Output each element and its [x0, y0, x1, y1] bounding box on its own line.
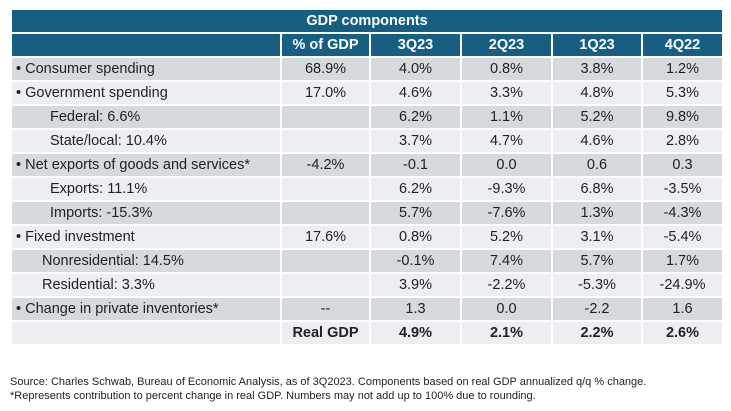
value-cell: 0.3	[640, 152, 725, 178]
value-cell: 5.7%	[369, 200, 462, 226]
share-of-gdp-cell: --	[280, 296, 371, 322]
row-label: • Fixed investment	[10, 224, 282, 250]
value-cell: 3.9%	[369, 272, 462, 298]
value-cell: 3.7%	[369, 128, 462, 154]
value-cell: 1.1%	[460, 104, 553, 130]
table-row: • Change in private inventories* -- 1.3 0.0…	[10, 296, 725, 322]
share-of-gdp-cell	[280, 272, 371, 298]
value-cell: 3.1%	[551, 224, 643, 250]
share-of-gdp-cell: 68.9%	[280, 56, 371, 82]
value-cell: -24.9%	[640, 272, 725, 298]
value-cell: 1.7%	[640, 248, 725, 274]
share-of-gdp-cell	[280, 176, 371, 202]
row-label	[10, 320, 282, 346]
column-header: % of GDP	[280, 32, 371, 58]
value-cell: 0.6	[551, 152, 643, 178]
share-of-gdp-cell: 17.6%	[280, 224, 371, 250]
value-cell: 1.3%	[551, 200, 643, 226]
gdp-components-table: GDP components % of GDP 3Q23 2Q23 1Q23 4…	[9, 8, 725, 346]
value-cell: 3.8%	[551, 56, 643, 82]
value-cell: -5.3%	[551, 272, 643, 298]
row-label: Exports: 11.1%	[10, 176, 282, 202]
column-header-row: % of GDP 3Q23 2Q23 1Q23 4Q22	[10, 32, 725, 58]
row-label: Nonresidential: 14.5%	[10, 248, 282, 274]
value-cell: 1.6	[640, 296, 725, 322]
table-row: • Fixed investment 17.6% 0.8% 5.2% 3.1% -5.4%	[10, 224, 725, 250]
row-label: Federal: 6.6%	[10, 104, 282, 130]
value-cell: 1.3	[369, 296, 462, 322]
value-cell: -5.4%	[640, 224, 725, 250]
value-cell: -3.5%	[640, 176, 725, 202]
value-cell: 0.8%	[369, 224, 462, 250]
share-of-gdp-cell: -4.2%	[280, 152, 371, 178]
share-of-gdp-cell	[280, 200, 371, 226]
row-label: • Change in private inventories*	[10, 296, 282, 322]
column-header: 3Q23	[369, 32, 462, 58]
value-cell: 2.1%	[460, 320, 553, 346]
value-cell: 2.6%	[640, 320, 725, 346]
value-cell: 4.0%	[369, 56, 462, 82]
share-of-gdp-cell	[280, 248, 371, 274]
value-cell: 4.9%	[369, 320, 462, 346]
table-row: • Net exports of goods and services* -4.2…	[10, 152, 725, 178]
value-cell: 5.2%	[460, 224, 553, 250]
share-of-gdp-cell	[280, 128, 371, 154]
value-cell: -2.2%	[460, 272, 553, 298]
column-header: 4Q22	[640, 32, 725, 58]
asterisk-note: *Represents contribution to percent chan…	[10, 390, 536, 402]
source-note: Source: Charles Schwab, Bureau of Econom…	[10, 376, 647, 388]
table-title: GDP components	[9, 8, 725, 34]
value-cell: 0.0	[460, 296, 553, 322]
value-cell: -2.2	[551, 296, 643, 322]
share-of-gdp-cell: Real GDP	[280, 320, 371, 346]
table-row: • Government spending 17.0% 4.6% 3.3% 4.8% 5.…	[10, 80, 725, 106]
value-cell: 5.3%	[640, 80, 725, 106]
column-header: 1Q23	[551, 32, 643, 58]
value-cell: 4.8%	[551, 80, 643, 106]
row-label: • Government spending	[10, 80, 282, 106]
value-cell: -0.1	[369, 152, 462, 178]
value-cell: 4.7%	[460, 128, 553, 154]
row-label: Imports: -15.3%	[10, 200, 282, 226]
value-cell: -7.6%	[460, 200, 553, 226]
value-cell: 1.2%	[640, 56, 725, 82]
value-cell: -9.3%	[460, 176, 553, 202]
table-row: Imports: -15.3% 5.7% -7.6% 1.3% -4.3%	[10, 200, 725, 226]
share-of-gdp-cell	[280, 104, 371, 130]
column-header	[10, 32, 282, 58]
row-label: State/local: 10.4%	[10, 128, 282, 154]
value-cell: 2.8%	[640, 128, 725, 154]
footnotes: Source: Charles Schwab, Bureau of Econom…	[10, 375, 646, 403]
value-cell: 4.6%	[369, 80, 462, 106]
value-cell: -4.3%	[640, 200, 725, 226]
column-header: 2Q23	[460, 32, 553, 58]
row-label: Residential: 3.3%	[10, 272, 282, 298]
value-cell: 6.2%	[369, 104, 462, 130]
value-cell: 6.8%	[551, 176, 643, 202]
table-row: • Consumer spending 68.9% 4.0% 0.8% 3.8% 1.2%	[10, 56, 725, 82]
value-cell: -0.1%	[369, 248, 462, 274]
value-cell: 0.0	[460, 152, 553, 178]
value-cell: 9.8%	[640, 104, 725, 130]
row-label: • Net exports of goods and services*	[10, 152, 282, 178]
table-row: State/local: 10.4% 3.7% 4.7% 4.6% 2.8%	[10, 128, 725, 154]
value-cell: 0.8%	[460, 56, 553, 82]
row-label: • Consumer spending	[10, 56, 282, 82]
value-cell: 2.2%	[551, 320, 643, 346]
value-cell: 6.2%	[369, 176, 462, 202]
table-row: Residential: 3.3% 3.9% -2.2% -5.3% -24.9%	[10, 272, 725, 298]
value-cell: 7.4%	[460, 248, 553, 274]
value-cell: 5.7%	[551, 248, 643, 274]
table-row: Federal: 6.6% 6.2% 1.1% 5.2% 9.8%	[10, 104, 725, 130]
table-row: Nonresidential: 14.5% -0.1% 7.4% 5.7% 1.7%	[10, 248, 725, 274]
value-cell: 5.2%	[551, 104, 643, 130]
table-row: Exports: 11.1% 6.2% -9.3% 6.8% -3.5%	[10, 176, 725, 202]
value-cell: 3.3%	[460, 80, 553, 106]
share-of-gdp-cell: 17.0%	[280, 80, 371, 106]
value-cell: 4.6%	[551, 128, 643, 154]
total-row: Real GDP 4.9% 2.1% 2.2% 2.6%	[10, 320, 725, 346]
